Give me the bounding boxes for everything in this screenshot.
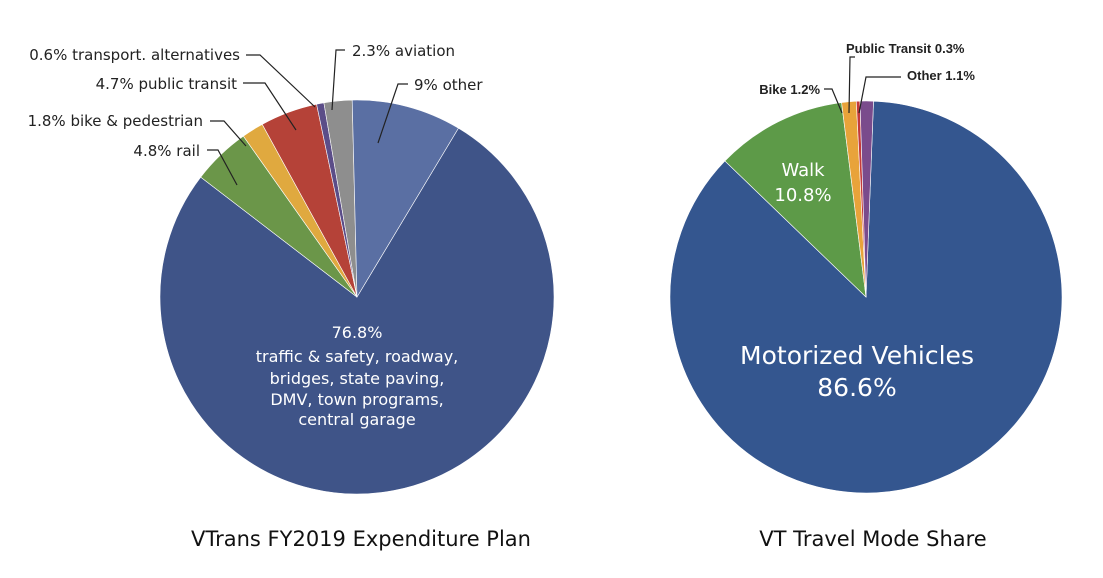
label-motorized-name: Motorized Vehicles xyxy=(740,341,974,370)
label-main-expenditure-line-1: traffic & safety, roadway, xyxy=(256,347,459,366)
label-walk-value: 10.8% xyxy=(774,185,831,206)
leader-rail xyxy=(207,149,238,186)
label-public-transit-mode: Public Transit 0.3% xyxy=(846,41,965,56)
label-aviation: 2.3% aviation xyxy=(352,42,455,60)
label-other-mode: Other 1.1% xyxy=(907,68,975,83)
travel-mode-leader-lines xyxy=(824,56,901,114)
expenditure-slice-traffic-safety-roadway xyxy=(159,127,555,495)
label-main-expenditure-line-3: DMV, town programs, xyxy=(270,390,443,409)
label-rail: 4.8% rail xyxy=(133,142,200,160)
leader-aviation xyxy=(331,49,345,111)
leader-public-transit-mode xyxy=(848,56,855,114)
label-main-expenditure-line-4: central garage xyxy=(298,410,415,429)
label-bike-pedestrian: 1.8% bike & pedestrian xyxy=(28,112,203,130)
chart-title-expenditure: VTrans FY2019 Expenditure Plan xyxy=(191,527,531,551)
leader-transport-alternatives xyxy=(246,54,316,108)
label-transport-alternatives: 0.6% transport. alternatives xyxy=(29,46,240,64)
expenditure-leader-lines xyxy=(207,49,408,186)
label-other: 9% other xyxy=(414,76,483,94)
leader-bike-pedestrian xyxy=(210,120,247,147)
travel-mode-pie-chart xyxy=(669,100,1063,494)
expenditure-pie-chart xyxy=(159,99,555,495)
chart-title-travel-mode: VT Travel Mode Share xyxy=(759,527,986,551)
expenditure-slice-9-other xyxy=(351,99,459,299)
label-bike-mode: Bike 1.2% xyxy=(759,82,820,97)
leader-other-mode xyxy=(858,76,901,114)
label-public-transit: 4.7% public transit xyxy=(96,75,238,93)
label-walk-name: Walk xyxy=(781,160,825,181)
travel-mode-slice-walk xyxy=(724,102,867,298)
leader-other xyxy=(377,83,408,144)
leader-bike xyxy=(824,88,843,114)
travel-mode-slice-other-1-1 xyxy=(859,100,874,298)
label-main-expenditure-line-2: bridges, state paving, xyxy=(270,369,445,388)
label-main-expenditure-value: 76.8% xyxy=(332,323,383,342)
leader-public-transit xyxy=(243,82,297,131)
label-motorized-value: 86.6% xyxy=(817,373,896,402)
